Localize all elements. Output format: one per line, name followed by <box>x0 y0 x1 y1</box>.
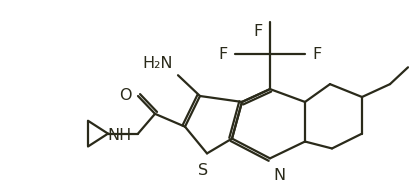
Text: F: F <box>311 47 321 62</box>
Text: F: F <box>253 24 262 39</box>
Text: NH: NH <box>108 128 132 143</box>
Text: S: S <box>198 163 207 178</box>
Text: H₂N: H₂N <box>142 56 173 71</box>
Text: N: N <box>272 168 284 183</box>
Text: F: F <box>218 47 227 62</box>
Text: O: O <box>119 88 132 102</box>
